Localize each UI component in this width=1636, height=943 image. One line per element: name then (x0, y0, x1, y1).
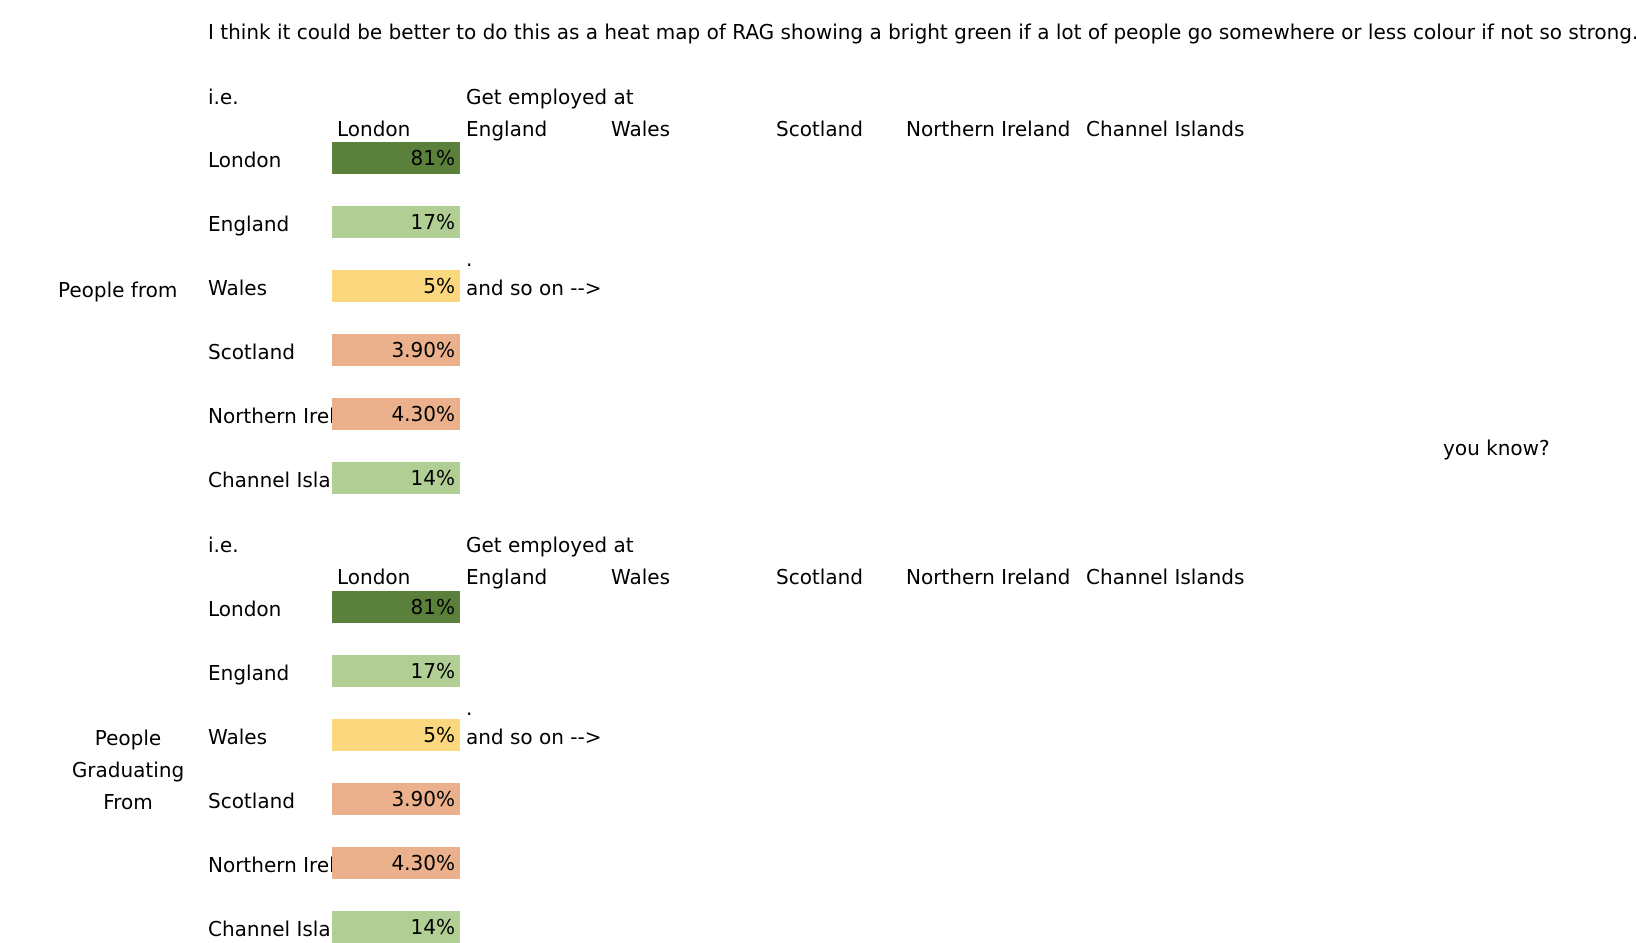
note-text: I think it could be better to do this as… (208, 20, 1636, 44)
row-label-northern-ireland: Northern Ireland (208, 404, 332, 428)
heatmap-cell-england: 17% (332, 655, 460, 687)
row-label-england: England (208, 212, 290, 236)
ie-label: i.e. (208, 533, 239, 557)
dot-mark: . (466, 696, 473, 720)
heatmap-cell-northern-ireland: 4.30% (332, 847, 460, 879)
heatmap-cell-scotland: 3.90% (332, 334, 460, 366)
column-header-channel-islands: Channel Islands (1086, 117, 1245, 141)
row-label-northern-ireland: Northern Ireland (208, 853, 332, 877)
heatmap-cell-england: 17% (332, 206, 460, 238)
heatmap-cell-wales: 5% (332, 270, 460, 302)
heatmap-cell-london: 81% (332, 591, 460, 623)
continuation-text: and so on --> (466, 276, 602, 300)
row-label-scotland: Scotland (208, 789, 295, 813)
column-header-northern-ireland: Northern Ireland (906, 117, 1071, 141)
group-label: People from (58, 278, 178, 302)
heatmap-cell-scotland: 3.90% (332, 783, 460, 815)
ie-label: i.e. (208, 85, 239, 109)
row-label-london: London (208, 148, 282, 172)
aside-text: you know? (1443, 436, 1550, 460)
column-header-scotland: Scotland (776, 117, 863, 141)
heatmap-cell-channel-islands: 14% (332, 911, 460, 943)
group-label: People Graduating From (71, 726, 185, 814)
dot-mark: . (466, 247, 473, 271)
column-header-england: England (466, 565, 548, 589)
row-label-london: London (208, 597, 282, 621)
column-header-london: London (337, 117, 411, 141)
continuation-text: and so on --> (466, 725, 602, 749)
column-header-england: England (466, 117, 548, 141)
row-label-england: England (208, 661, 290, 685)
heatmap-cell-northern-ireland: 4.30% (332, 398, 460, 430)
row-label-wales: Wales (208, 725, 268, 749)
column-header-wales: Wales (611, 565, 671, 589)
column-header-london: London (337, 565, 411, 589)
column-header-northern-ireland: Northern Ireland (906, 565, 1071, 589)
column-header-scotland: Scotland (776, 565, 863, 589)
header-get-employed-at: Get employed at (466, 85, 634, 109)
header-get-employed-at: Get employed at (466, 533, 634, 557)
row-label-channel-islands: Channel Islands (208, 468, 332, 492)
row-label-channel-islands: Channel Islands (208, 917, 332, 941)
heatmap-cell-channel-islands: 14% (332, 462, 460, 494)
column-header-channel-islands: Channel Islands (1086, 565, 1245, 589)
column-header-wales: Wales (611, 117, 671, 141)
heatmap-cell-wales: 5% (332, 719, 460, 751)
row-label-scotland: Scotland (208, 340, 295, 364)
heatmap-cell-london: 81% (332, 142, 460, 174)
row-label-wales: Wales (208, 276, 268, 300)
